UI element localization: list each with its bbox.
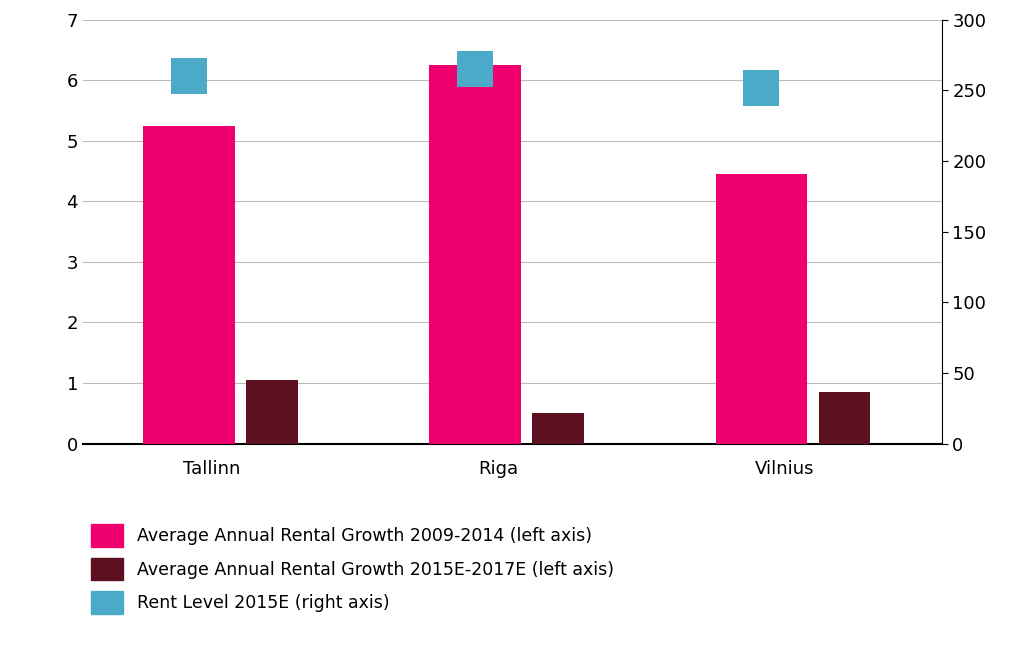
Legend: Average Annual Rental Growth 2009-2014 (left axis), Average Annual Rental Growth: Average Annual Rental Growth 2009-2014 (… — [91, 524, 614, 614]
Point — [753, 82, 770, 93]
Point — [180, 71, 197, 81]
Bar — [715, 174, 807, 444]
Bar — [246, 380, 298, 444]
Bar — [430, 66, 521, 444]
Bar — [819, 392, 870, 444]
Bar — [532, 413, 584, 444]
Bar — [143, 126, 235, 444]
Point — [467, 64, 483, 75]
